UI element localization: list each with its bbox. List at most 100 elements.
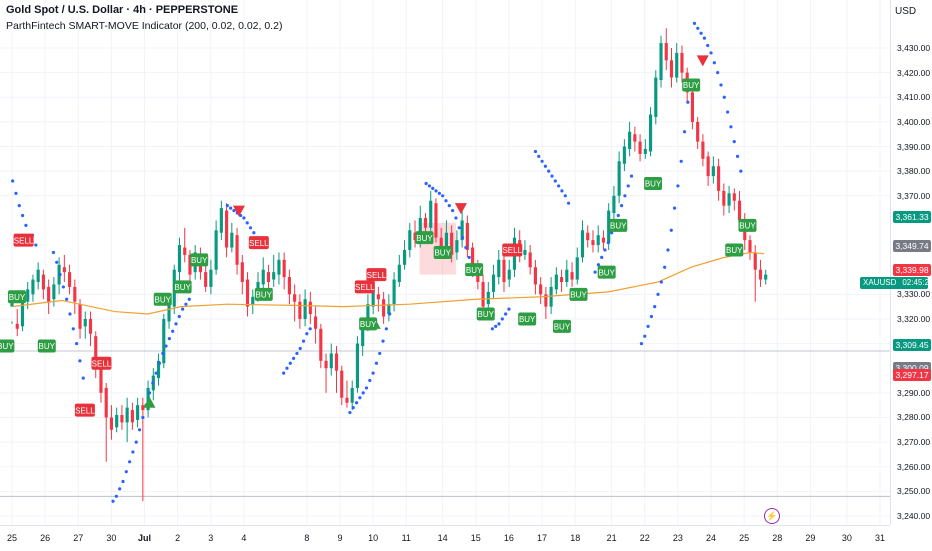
candle-body xyxy=(397,264,401,282)
sar-dot xyxy=(719,83,723,87)
candle-body xyxy=(444,232,448,248)
candle-body xyxy=(764,274,768,280)
buy-signal-label: BUY xyxy=(155,295,172,304)
candle-body xyxy=(293,294,297,302)
symbol-label: XAUUSD xyxy=(863,278,897,288)
price-axis[interactable]: USD 3,430.00 3,420.00 3,410.00 3,400.00 3,39… xyxy=(890,0,932,525)
x-tick-label: 9 xyxy=(337,533,343,543)
buy-signal-label: BUY xyxy=(191,256,208,265)
candle-body xyxy=(675,52,679,78)
sell-signal-box xyxy=(74,403,95,417)
candle-body xyxy=(324,360,328,369)
indicator-legend[interactable]: ParthFintech SMART-MOVE Indicator (200, … xyxy=(6,20,283,32)
buy-signal-label: BUY xyxy=(434,249,451,258)
buy-signal-box xyxy=(569,287,588,301)
sar-dot xyxy=(177,314,181,319)
candlestick-chart[interactable]: SELLBUYBUYBUYSELLSELLBUYBUYBUYSELLBUYSEL… xyxy=(0,0,890,525)
candle-body xyxy=(669,60,674,78)
buy-signal-label: BUY xyxy=(598,268,615,277)
buy-signal-label: BUY xyxy=(519,315,536,324)
candle-body xyxy=(15,323,19,329)
candle-body xyxy=(554,274,558,290)
buy-signal-box xyxy=(552,319,571,333)
y-tick-label: 3,380.00 xyxy=(897,166,931,177)
sar-dot xyxy=(371,371,375,375)
candle-body xyxy=(156,360,161,379)
candle-body xyxy=(109,417,114,430)
sar-dot xyxy=(553,179,557,183)
candle-body xyxy=(36,269,40,282)
candle-body xyxy=(633,134,637,142)
y-tick-label: 3,390.00 xyxy=(897,141,931,152)
candle-body xyxy=(481,282,485,307)
buy-signal-box xyxy=(153,292,172,306)
sar-dot xyxy=(68,312,72,316)
sar-dot xyxy=(134,440,138,444)
candle-body xyxy=(732,193,736,201)
sar-dot xyxy=(11,179,15,183)
candle-body xyxy=(549,286,553,307)
time-axis[interactable]: 25 26 27 30 Jul 2 3 4 8 9 10 11 14 15 16 17 18 21 22 23 24 25… xyxy=(0,525,890,551)
sar-dot xyxy=(494,324,498,328)
buy-signal-label: BUY xyxy=(683,81,700,90)
y-tick-label: 3,270.00 xyxy=(897,437,931,448)
currency-label[interactable]: USD xyxy=(895,6,917,17)
sar-dot xyxy=(388,312,392,316)
buy-signal-box xyxy=(738,218,757,232)
sar-dot xyxy=(672,206,677,210)
candle-body xyxy=(450,232,454,255)
ma-line xyxy=(11,251,765,315)
chart-title[interactable]: Gold Spot / U.S. Dollar · 4h · PEPPERSTO… xyxy=(6,4,239,16)
candle-body xyxy=(314,316,318,329)
sar-dot xyxy=(441,194,445,198)
sar-dot xyxy=(181,307,185,311)
sar-dot xyxy=(706,43,710,48)
sar-dot xyxy=(348,410,352,415)
buy-signal-label: BUY xyxy=(9,293,26,302)
sar-dot xyxy=(600,255,604,259)
buy-signal-label: BUY xyxy=(554,323,571,332)
candle-body xyxy=(643,148,647,154)
candle-body xyxy=(68,272,72,287)
x-tick-label: 25 xyxy=(6,533,18,543)
sar-dot xyxy=(729,125,733,129)
candle-body xyxy=(361,323,365,347)
candle-body xyxy=(758,269,763,280)
sar-dot xyxy=(540,159,544,163)
x-tick-label: 30 xyxy=(841,533,852,543)
sar-dot xyxy=(497,322,501,326)
candle-body xyxy=(502,259,506,282)
candle-body xyxy=(376,294,380,300)
buy-signal-label: BUY xyxy=(610,222,627,231)
sar-dot xyxy=(167,337,171,341)
sar-dot xyxy=(653,305,657,309)
sell-signal-label: SELL xyxy=(502,246,522,255)
candle-body xyxy=(690,92,694,122)
buy-signal-box xyxy=(37,339,56,353)
sar-dot xyxy=(111,499,115,503)
x-tick-label: 27 xyxy=(73,533,84,543)
candle-body xyxy=(580,230,585,258)
y-tick-label: 3,420.00 xyxy=(897,67,931,78)
chart-plot-area[interactable]: SELLBUYBUYBUYSELLSELLBUYBUYBUYSELLBUYSEL… xyxy=(0,0,890,525)
buy-signal-box xyxy=(359,317,378,331)
x-tick-label: 2 xyxy=(175,533,181,543)
sar-dot xyxy=(34,243,38,247)
buy-signal-box xyxy=(433,245,452,259)
buy-signal-label: BUY xyxy=(256,291,273,300)
sar-dot xyxy=(679,159,683,163)
sar-dot xyxy=(81,376,85,380)
sar-dot xyxy=(381,339,385,343)
lightning-icon[interactable]: ⚡ xyxy=(764,508,780,524)
candle-body xyxy=(570,272,574,280)
sar-dot xyxy=(301,339,306,343)
candle-body xyxy=(62,267,66,273)
candle-body xyxy=(539,284,543,295)
candle-body xyxy=(94,336,98,369)
sar-dot xyxy=(248,226,253,230)
sar-dot xyxy=(467,255,471,259)
buy-signal-label: BUY xyxy=(360,320,377,329)
candle-body xyxy=(31,279,35,295)
sell-signal-box xyxy=(248,236,269,250)
buy-signal-label: BUY xyxy=(739,222,756,231)
